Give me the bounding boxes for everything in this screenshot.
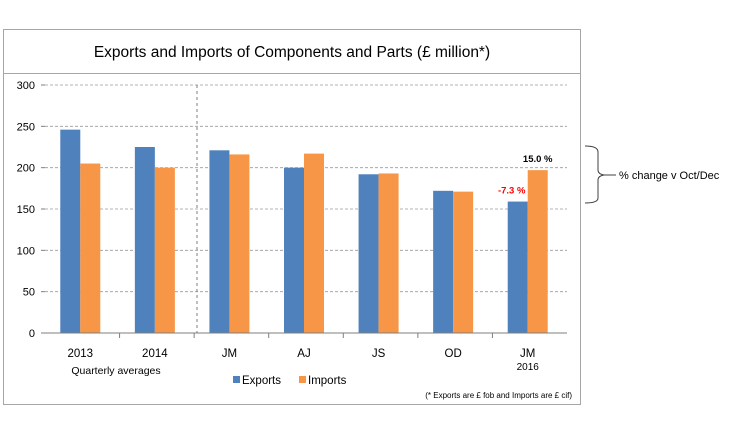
footnote: (* Exports are £ fob and Imports are £ c…: [425, 391, 572, 400]
bar-imports-aj: [304, 153, 324, 333]
bar-imports-od: [453, 191, 474, 333]
annotation-imports-change: 15.0 %: [523, 154, 553, 165]
bar-exports-aj: [284, 167, 304, 333]
x-tick-sublabel: 2016: [517, 362, 540, 373]
x-tick-label: 2013: [67, 348, 93, 360]
x-tick-label: AJ: [297, 348, 310, 360]
y-tick-label: 200: [17, 163, 35, 175]
legend-label-imports: Imports: [308, 375, 347, 387]
bar-exports-od: [433, 190, 454, 333]
title-box: [3, 29, 581, 74]
bar-exports-2014: [134, 147, 155, 333]
y-tick-label: 300: [17, 80, 35, 92]
y-tick-label: 150: [17, 204, 35, 216]
x-tick-label: OD: [445, 348, 462, 360]
y-tick-label: 250: [17, 121, 35, 133]
legend-swatch-imports: [299, 376, 306, 383]
bar-exports-js: [358, 174, 379, 333]
x-tick-label: JM: [520, 348, 535, 360]
group-label: Quarterly averages: [71, 365, 160, 377]
bar-imports-jm: [527, 170, 548, 333]
y-tick-label: 50: [23, 287, 35, 299]
legend-swatch-exports: [233, 376, 240, 383]
bar-exports-2013: [60, 129, 81, 333]
x-tick-label: JS: [372, 348, 386, 360]
legend-label-exports: Exports: [242, 375, 281, 387]
bar-imports-jm: [229, 154, 250, 333]
bar-imports-js: [378, 173, 399, 333]
y-tick-label: 0: [29, 328, 35, 340]
bar-exports-jm: [507, 201, 528, 333]
y-tick-label: 100: [17, 245, 35, 257]
bar-imports-2013: [80, 163, 101, 333]
annotation-exports-change: -7.3 %: [498, 186, 526, 197]
x-tick-label: JM: [222, 348, 237, 360]
bar-imports-2014: [154, 167, 175, 333]
bracket-label: % change v Oct/Dec: [619, 170, 720, 182]
chart-title: Exports and Imports of Components and Pa…: [94, 44, 490, 61]
bracket: [584, 145, 605, 204]
bar-exports-jm: [209, 150, 230, 333]
x-tick-label: 2014: [142, 348, 168, 360]
